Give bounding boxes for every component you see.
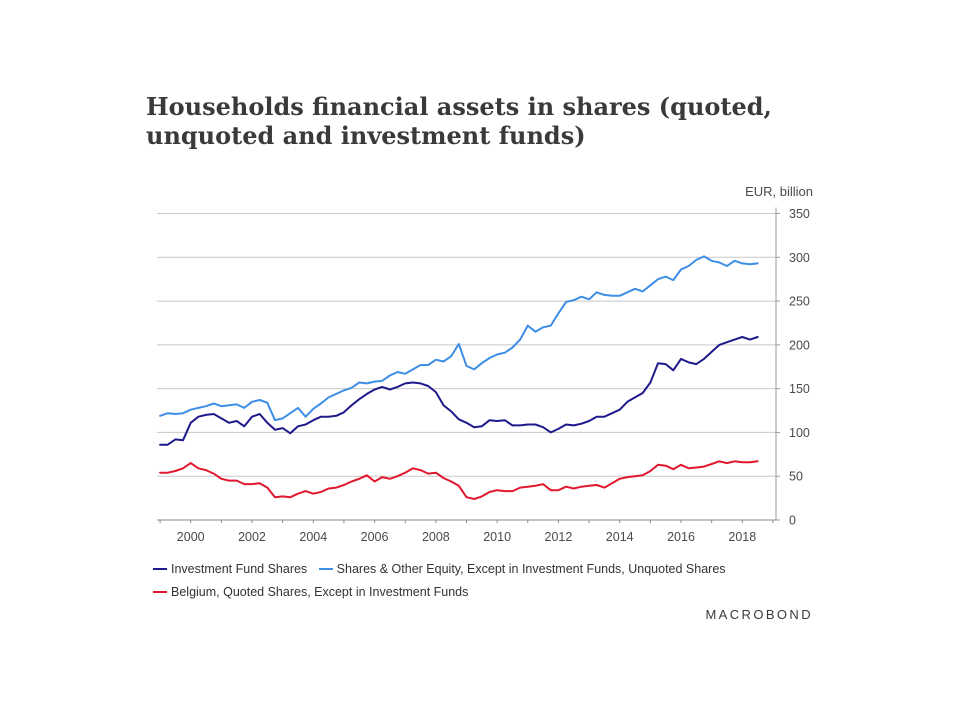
y-tick-label: 0 xyxy=(789,514,796,528)
y-tick-label: 100 xyxy=(789,426,810,440)
macrobond-logo: MACROBOND xyxy=(705,607,813,622)
x-tick-label: 2018 xyxy=(728,530,756,544)
x-tick-label: 2012 xyxy=(545,530,573,544)
y-tick-label: 300 xyxy=(789,251,810,265)
x-tick-label: 2008 xyxy=(422,530,450,544)
series-line-belgium-quoted-shares-except-in-investment-funds xyxy=(159,460,759,500)
x-tick-label: 2002 xyxy=(238,530,266,544)
series-line-shares-other-equity-except-in-investment-funds-unquoted-shares xyxy=(159,255,759,422)
legend-swatch xyxy=(153,591,167,593)
legend-item-quoted-shares: Belgium, Quoted Shares, Except in Invest… xyxy=(153,585,468,599)
y-tick-label: 50 xyxy=(789,470,803,484)
y-tick-label: 350 xyxy=(789,207,810,221)
gridlines xyxy=(157,213,776,477)
y-axis-unit-label: EUR, billion xyxy=(745,184,813,199)
x-tick-label: 2014 xyxy=(606,530,634,544)
x-tick-label: 2000 xyxy=(177,530,205,544)
legend-item-unquoted-shares: Shares & Other Equity, Except in Investm… xyxy=(318,562,726,576)
series-lines xyxy=(159,255,759,500)
legend-swatch xyxy=(153,568,167,570)
legend-label: Investment Fund Shares xyxy=(171,562,308,576)
legend-item-investment-fund-shares: Investment Fund Shares xyxy=(153,562,307,576)
y-tick-label: 150 xyxy=(789,382,810,396)
y-tick-label: 250 xyxy=(789,295,810,309)
x-tick-label: 2010 xyxy=(483,530,511,544)
legend-label: Belgium, Quoted Shares, Except in Invest… xyxy=(171,585,469,599)
legend-row-2: Belgium, Quoted Shares, Except in Invest… xyxy=(153,582,476,599)
tick-labels: 350 300 250 200 150 100 50 0 2000 2002 2004 2006 200… xyxy=(177,207,810,544)
legend-row-1: Investment Fund Shares Shares & Other Eq… xyxy=(153,559,734,576)
legend-label: Shares & Other Equity, Except in Investm… xyxy=(336,562,726,576)
x-tick-label: 2004 xyxy=(299,530,327,544)
chart-title: Households financial assets in shares (q… xyxy=(146,92,772,150)
y-tick-label: 200 xyxy=(789,338,810,352)
series-line-investment-fund-shares xyxy=(159,336,759,446)
x-tick-label: 2006 xyxy=(361,530,389,544)
legend-swatch xyxy=(318,568,333,570)
axes xyxy=(157,207,780,523)
x-tick-label: 2016 xyxy=(667,530,695,544)
